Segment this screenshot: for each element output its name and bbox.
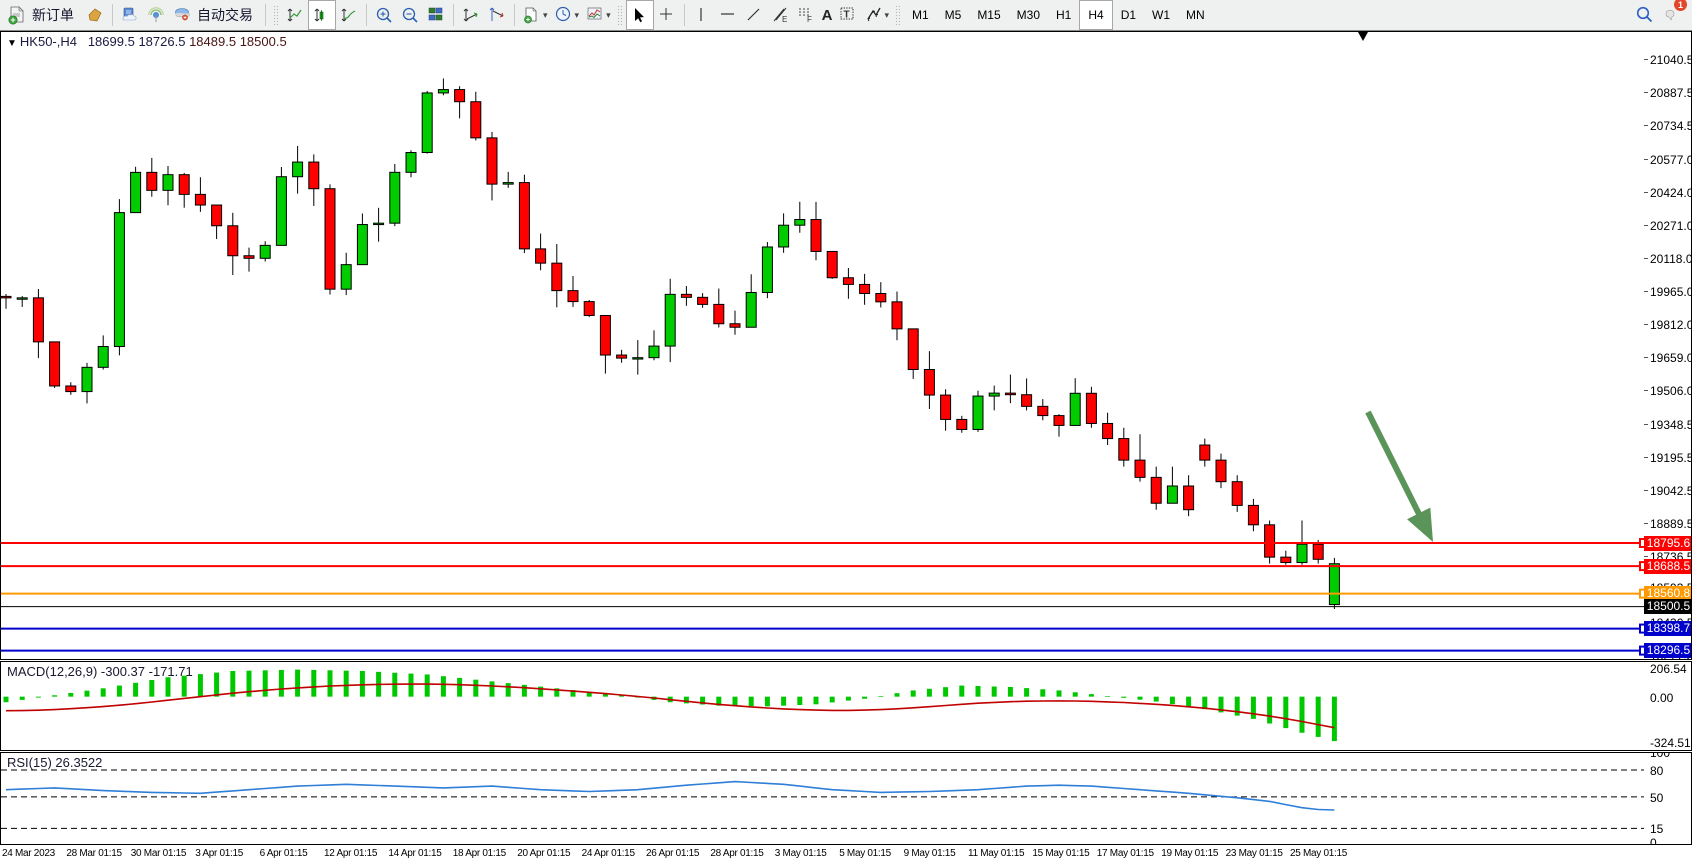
svg-text:E: E [782,15,787,24]
svg-text:T: T [844,10,850,21]
svg-text:F: F [807,15,812,24]
